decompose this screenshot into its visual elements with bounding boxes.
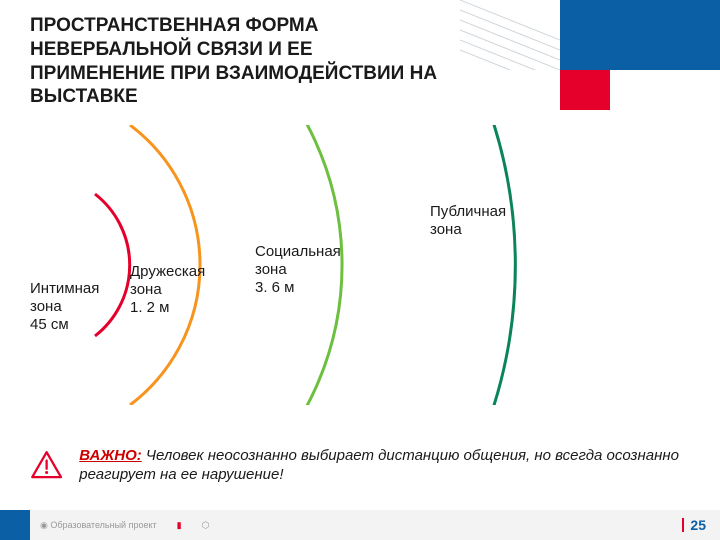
zone-label-public: Публичнаязона: [430, 203, 506, 239]
footer-logos: ◉ Образовательный проект ▮ ⬡: [30, 520, 682, 531]
page-number-box: 25: [682, 517, 720, 533]
zone-public-name: Публичнаязона: [430, 203, 506, 238]
page-number-bar: [682, 518, 684, 532]
proxemics-diagram: Интимнаязона 45 см Дружескаязона 1. 2 м …: [0, 125, 720, 405]
zone-social-name: Социальнаязона: [255, 243, 341, 278]
footer-blue-square: [0, 510, 30, 540]
zone-label-social: Социальнаязона 3. 6 м: [255, 243, 341, 297]
footer-logo-1: ◉ Образовательный проект: [40, 520, 157, 531]
header-blue-block: [560, 0, 720, 70]
zone-social-distance: 3. 6 м: [255, 279, 295, 296]
footer-logo-sep: ▮: [177, 520, 182, 531]
zone-intimate-distance: 45 см: [30, 316, 69, 333]
zone-friendly-distance: 1. 2 м: [130, 299, 170, 316]
page-number: 25: [690, 517, 706, 533]
important-label: ВАЖНО:: [79, 447, 142, 464]
warning-icon: [30, 445, 63, 485]
arc-public: [380, 125, 515, 405]
zone-label-intimate: Интимнаязона 45 см: [30, 280, 99, 334]
important-text: ВАЖНО: Человек неосознанно выбирает дист…: [79, 446, 690, 485]
header-red-block: [560, 70, 610, 110]
arc-intimate: [95, 194, 130, 336]
important-note: ВАЖНО: Человек неосознанно выбирает дист…: [30, 445, 690, 485]
zone-label-friendly: Дружескаязона 1. 2 м: [130, 263, 205, 317]
header-lines: [460, 0, 560, 70]
zone-friendly-name: Дружескаязона: [130, 263, 205, 298]
arc-svg: [0, 125, 720, 405]
footer: ◉ Образовательный проект ▮ ⬡ 25: [0, 510, 720, 540]
footer-logo-2: ⬡: [202, 520, 210, 531]
zone-intimate-name: Интимнаязона: [30, 280, 99, 315]
slide-title: ПРОСТРАНСТВЕННАЯ ФОРМА НЕВЕРБАЛЬНОЙ СВЯЗ…: [30, 14, 450, 109]
important-body: Человек неосознанно выбирает дистанцию о…: [79, 447, 679, 484]
